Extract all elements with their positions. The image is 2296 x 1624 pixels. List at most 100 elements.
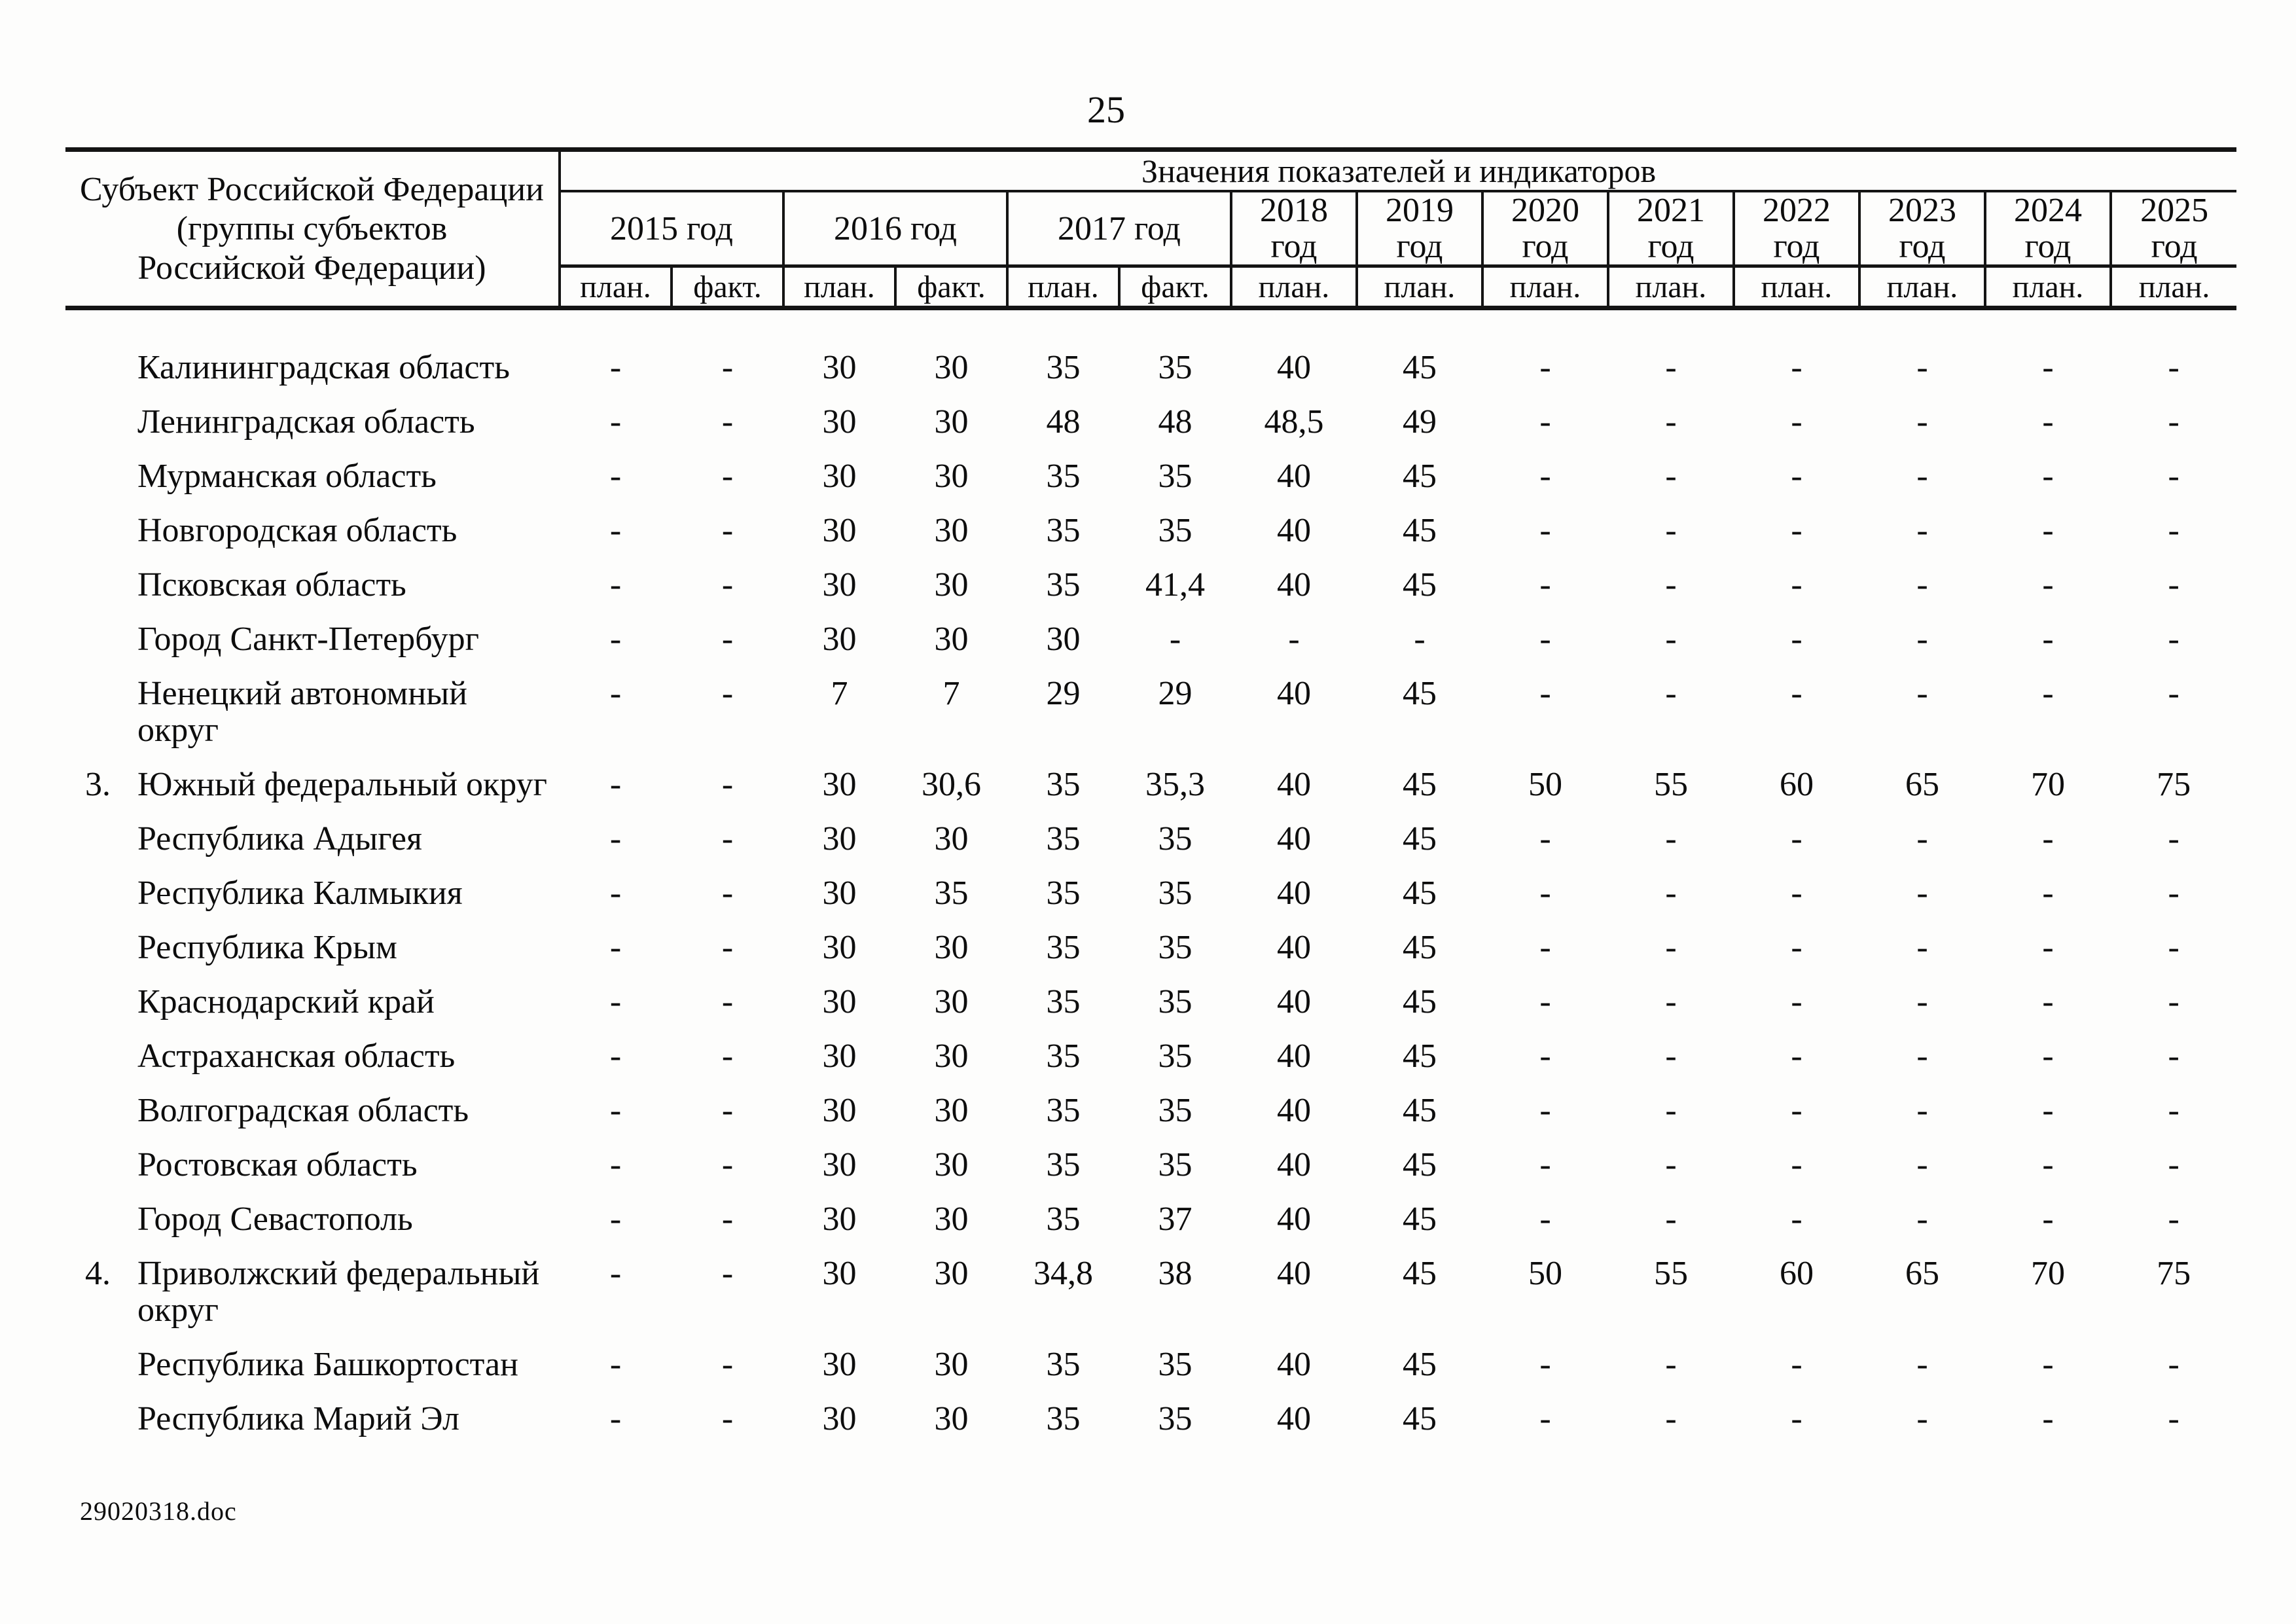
value-cell: 40 xyxy=(1277,348,1311,386)
value-cell: - xyxy=(1665,928,1677,966)
value-cell: - xyxy=(1539,820,1551,857)
value-cell: - xyxy=(2042,1037,2054,1075)
value-cell: 29 xyxy=(1046,674,1081,712)
value-cell: 75 xyxy=(2157,1254,2191,1292)
value-cell: - xyxy=(1539,348,1551,386)
subject-column-header: Субъект Российской Федерации (группы суб… xyxy=(65,147,561,310)
table-header: Субъект Российской Федерации (группы суб… xyxy=(65,147,2237,310)
value-cell: - xyxy=(721,1399,734,1437)
value-cell: - xyxy=(1665,674,1677,712)
value-cell: - xyxy=(2168,1345,2179,1383)
value-cell: - xyxy=(1916,1037,1928,1075)
value-cell: - xyxy=(1539,983,1551,1020)
region-name-label: Южный федеральный округ xyxy=(137,765,547,803)
value-cell: - xyxy=(1665,566,1677,604)
region-name-label: Калининградская область xyxy=(137,348,510,386)
value-cell: 48 xyxy=(1158,403,1193,441)
table-row: Краснодарский край - - 30 30 35 35 40 45 - - - - - - xyxy=(65,975,2236,1030)
value-cell: 30 xyxy=(822,403,857,441)
year-header-2017: 2017 год xyxy=(1006,191,1231,268)
value-cell: - xyxy=(609,1200,622,1238)
value-cell: 35 xyxy=(1158,1091,1193,1129)
value-cell: 35 xyxy=(1046,765,1081,803)
value-cell: 65 xyxy=(1905,765,1939,803)
value-cell: 45 xyxy=(1403,1037,1437,1075)
value-cell: 45 xyxy=(1403,765,1437,803)
region-name-label: Ленинградская область xyxy=(137,403,475,441)
value-cell: - xyxy=(2042,457,2054,495)
value-cell: - xyxy=(1791,566,1803,604)
value-cell: 30 xyxy=(822,566,857,604)
region-name: Мурманская область xyxy=(65,450,560,504)
sub-header-plan: план. xyxy=(1481,266,1608,310)
value-cell: 30 xyxy=(934,820,969,857)
value-cell: - xyxy=(1665,1345,1677,1383)
value-cell: 45 xyxy=(1403,674,1437,712)
value-cell: 30 xyxy=(934,1091,969,1129)
value-cell: 30 xyxy=(822,1254,857,1292)
value-cell: 35 xyxy=(1046,511,1081,549)
value-cell: - xyxy=(2042,566,2054,604)
value-cell: 30 xyxy=(934,348,969,386)
value-cell: 45 xyxy=(1403,928,1437,966)
value-cell: 29 xyxy=(1158,674,1193,712)
value-cell: 30 xyxy=(934,1037,969,1075)
value-cell: - xyxy=(1539,1345,1551,1383)
value-cell: 35 xyxy=(1158,511,1193,549)
value-cell: 35 xyxy=(1158,457,1193,495)
value-cell: - xyxy=(2042,1399,2054,1437)
value-cell: - xyxy=(609,765,622,803)
region-name: Республика Башкортостан xyxy=(65,1338,560,1392)
value-cell: - xyxy=(1539,1200,1551,1238)
row-number: 4. xyxy=(85,1254,111,1292)
value-cell: 30 xyxy=(822,1146,857,1183)
value-cell: - xyxy=(1791,1345,1803,1383)
value-cell: 40 xyxy=(1277,820,1311,857)
table-row: Ленинградская область - - 30 30 48 48 48,5 49 - - -… xyxy=(65,395,2236,450)
region-name: 3. Южный федеральный округ xyxy=(65,758,560,812)
value-cell: 30 xyxy=(934,928,969,966)
value-cell: - xyxy=(1665,1399,1677,1437)
value-cell: 30,6 xyxy=(922,765,981,803)
sub-header-plan: план. xyxy=(1230,266,1357,310)
region-name-label: Ненецкий автономный округ xyxy=(137,674,468,749)
value-cell: - xyxy=(2168,1037,2179,1075)
value-cell: - xyxy=(1916,874,1928,912)
value-cell: - xyxy=(609,983,622,1020)
value-cell: - xyxy=(721,1091,734,1129)
value-cell: 35 xyxy=(1158,1345,1193,1383)
region-name-label: Новгородская область xyxy=(137,511,457,549)
region-name: Краснодарский край xyxy=(65,975,560,1030)
value-cell: - xyxy=(1916,1399,1928,1437)
value-cell: 30 xyxy=(934,1399,969,1437)
value-cell: - xyxy=(721,820,734,857)
value-cell: - xyxy=(721,1200,734,1238)
document-filename: 29020318.doc xyxy=(80,1496,237,1526)
value-cell: - xyxy=(1916,511,1928,549)
region-name: Псковская область xyxy=(65,558,560,613)
region-name: Новгородская область xyxy=(65,504,560,558)
value-cell: - xyxy=(609,874,622,912)
value-cell: 60 xyxy=(1780,1254,1814,1292)
value-cell: - xyxy=(609,348,622,386)
value-cell: 7 xyxy=(942,674,960,712)
value-cell: 30 xyxy=(934,1146,969,1183)
value-cell: - xyxy=(1665,403,1677,441)
year-header-2015: 2015 год xyxy=(558,191,783,268)
value-cell: - xyxy=(2042,348,2054,386)
year-header-2018: 2018 год xyxy=(1230,191,1357,268)
value-cell: - xyxy=(1665,983,1677,1020)
value-cell: 30 xyxy=(934,457,969,495)
sub-header-fact: факт. xyxy=(670,266,783,310)
value-cell: 37 xyxy=(1158,1200,1193,1238)
value-cell: 45 xyxy=(1403,1399,1437,1437)
table-row: Республика Адыгея - - 30 30 35 35 40 45 - - - - - - xyxy=(65,812,2236,867)
value-cell: - xyxy=(721,1146,734,1183)
region-name: Город Санкт-Петербург xyxy=(65,613,560,667)
value-cell: - xyxy=(609,674,622,712)
value-cell: 30 xyxy=(822,348,857,386)
value-cell: - xyxy=(2168,403,2179,441)
value-cell: - xyxy=(1791,983,1803,1020)
value-cell: - xyxy=(2168,1146,2179,1183)
table-row: Республика Крым - - 30 30 35 35 40 45 - - - - - - xyxy=(65,921,2236,975)
